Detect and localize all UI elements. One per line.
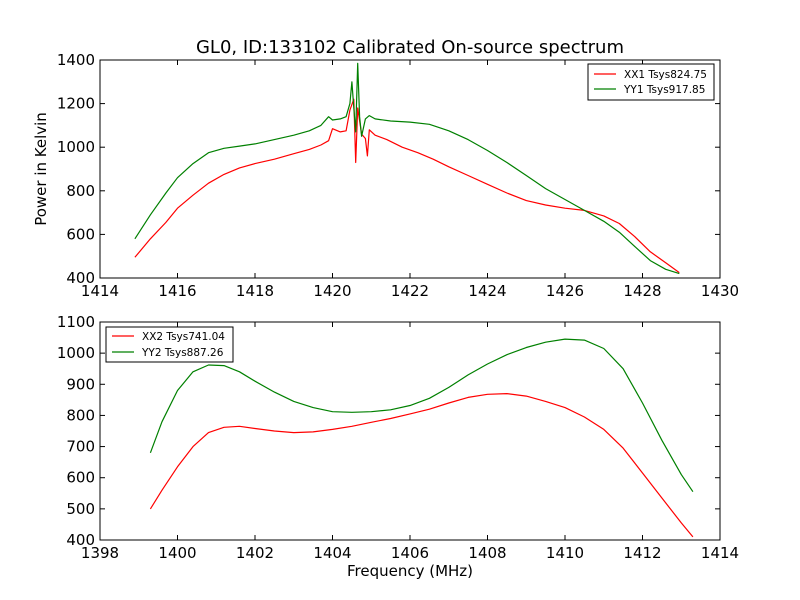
chart-title: GL0, ID:133102 Calibrated On-source spec… — [196, 37, 624, 58]
top-y-tick-label: 1200 — [57, 95, 95, 113]
legend-label-yy2: YY2 Tsys887.26 — [141, 347, 224, 359]
top-x-tick-label: 1424 — [468, 282, 506, 300]
top-legend: XX1 Tsys824.75 YY1 Tsys917.85 — [587, 63, 715, 101]
bottom-x-tick-label: 1406 — [391, 544, 429, 562]
bottom-y-tick-label: 600 — [66, 469, 95, 487]
top-x-tick-label: 1430 — [701, 282, 739, 300]
legend-label-xx2: XX2 Tsys741.04 — [142, 331, 225, 343]
top-x-tick-label: 1416 — [158, 282, 196, 300]
top-y-axis-label: Power in Kelvin — [32, 112, 50, 226]
bottom-x-tick-label: 1400 — [158, 544, 196, 562]
top-legend-box — [587, 63, 715, 101]
bottom-y-tick-label: 1100 — [57, 313, 95, 331]
top-x-tick-label: 1414 — [81, 282, 119, 300]
series-line-top-1 — [134, 62, 680, 275]
series-line-top-0 — [134, 98, 680, 274]
top-x-tick-label: 1426 — [546, 282, 584, 300]
bottom-spectrum-plot: Frequency (MHz) 1398 1400 1402 1404 1406 1408… — [57, 313, 739, 580]
top-spectrum-plot: Power in Kelvin 1414 1416 1418 1420 1422 1424… — [32, 51, 739, 300]
top-y-tick-label: 1400 — [57, 51, 95, 69]
series-line-bottom-0 — [149, 393, 694, 538]
bottom-y-tick-label: 700 — [66, 438, 95, 456]
bottom-y-tick-label: 1000 — [57, 344, 95, 362]
bottom-y-tick-label: 900 — [66, 375, 95, 393]
bottom-x-tick-label: 1412 — [623, 544, 661, 562]
bottom-x-tick-label: 1408 — [468, 544, 506, 562]
bottom-x-tick-label: 1410 — [546, 544, 584, 562]
top-y-tick-label: 600 — [66, 225, 95, 243]
x-axis-label: Frequency (MHz) — [347, 562, 473, 580]
top-x-tick-label: 1420 — [313, 282, 351, 300]
bottom-x-tick-label: 1398 — [81, 544, 119, 562]
series-line-bottom-1 — [149, 338, 694, 493]
top-x-tick-label: 1422 — [391, 282, 429, 300]
legend-label-yy1: YY1 Tsys917.85 — [623, 84, 705, 96]
bottom-legend: XX2 Tsys741.04 YY2 Tsys887.26 — [105, 326, 234, 363]
top-y-tick-label: 800 — [66, 182, 95, 200]
top-x-tick-label: 1418 — [236, 282, 274, 300]
bottom-y-tick-label: 400 — [66, 531, 95, 549]
bottom-x-tick-label: 1404 — [313, 544, 351, 562]
bottom-y-tick-label: 500 — [66, 500, 95, 518]
legend-label-xx1: XX1 Tsys824.75 — [624, 69, 707, 81]
top-x-tick-label: 1428 — [623, 282, 661, 300]
top-y-tick-label: 400 — [66, 269, 95, 287]
bottom-legend-box — [105, 326, 234, 363]
bottom-x-tick-label: 1402 — [236, 544, 274, 562]
top-y-tick-label: 1000 — [57, 138, 95, 156]
bottom-x-tick-label: 1414 — [701, 544, 739, 562]
bottom-y-tick-label: 800 — [66, 406, 95, 424]
